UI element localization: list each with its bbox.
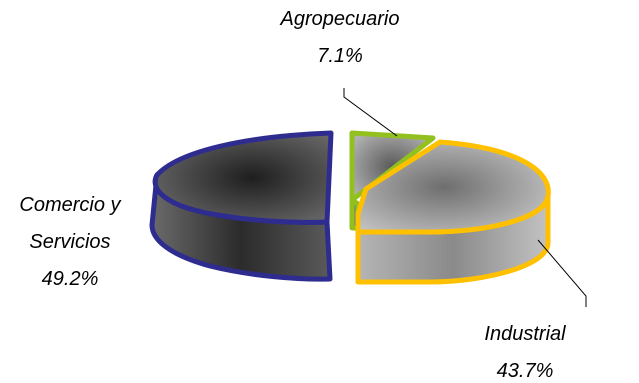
slice-1 [355, 139, 551, 235]
slice-label-1: Industrial [484, 323, 566, 345]
slice-value-label-1: 43.7% [497, 360, 554, 382]
slice-value-label-0: 7.1% [317, 45, 363, 67]
leader-line-0 [343, 88, 398, 137]
slice-2 [152, 130, 334, 225]
slice-value-label-2: 49.2% [42, 268, 99, 290]
slice-label-2: Comercio y [19, 194, 121, 216]
leader-line-1 [537, 239, 587, 307]
slice-label-2: Servicios [29, 231, 110, 253]
slice-label-0: Agropecuario [280, 8, 400, 30]
